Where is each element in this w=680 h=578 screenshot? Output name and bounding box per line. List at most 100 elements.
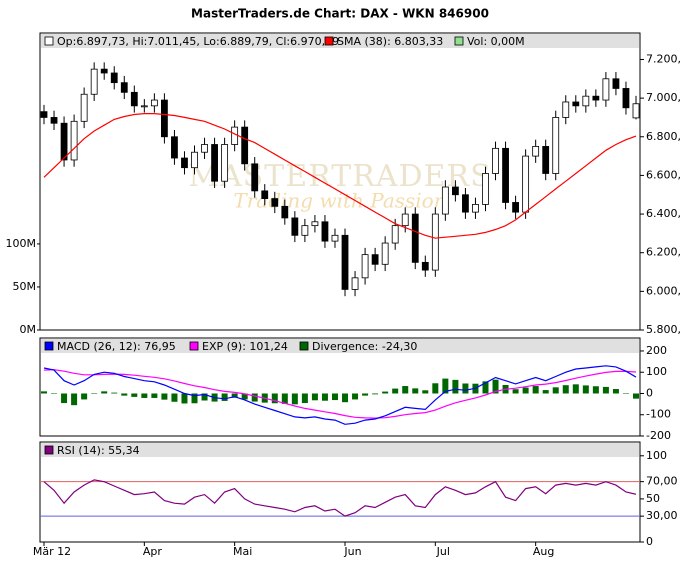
series-line bbox=[43, 479, 637, 517]
candle-body bbox=[562, 101, 570, 118]
candle-body bbox=[241, 126, 249, 165]
candle-body bbox=[311, 221, 319, 227]
divergence-bar bbox=[552, 387, 559, 394]
x-tick-label: Apr bbox=[143, 545, 163, 558]
candle-body bbox=[401, 213, 409, 227]
candle-body bbox=[281, 205, 289, 219]
divergence-bar bbox=[301, 393, 308, 404]
candle-body bbox=[592, 95, 600, 101]
legend-swatch bbox=[299, 341, 309, 351]
candle-body bbox=[361, 254, 369, 279]
divergence-bar bbox=[342, 393, 349, 403]
divergence-bar bbox=[522, 387, 529, 394]
candle-body bbox=[381, 242, 389, 265]
divergence-bar bbox=[612, 389, 619, 394]
candle-body bbox=[261, 190, 269, 200]
candle-body bbox=[211, 144, 218, 182]
divergence-bar bbox=[171, 393, 178, 402]
candle-body bbox=[90, 68, 98, 95]
divergence-bar bbox=[201, 393, 208, 401]
divergence-bar bbox=[542, 390, 549, 394]
divergence-bar bbox=[291, 393, 298, 405]
divergence-bar bbox=[271, 393, 278, 404]
legend-swatch bbox=[454, 36, 464, 46]
candle-body bbox=[532, 146, 540, 157]
divergence-bar bbox=[452, 379, 459, 394]
candle-body bbox=[201, 144, 208, 153]
y-tick-label: 6.200,0 bbox=[646, 246, 680, 259]
candle-body bbox=[301, 225, 309, 236]
divergence-bar bbox=[311, 393, 318, 401]
divergence-bar bbox=[352, 393, 359, 400]
y-tick-label: 0 bbox=[646, 535, 653, 548]
y-tick-label: 100 bbox=[646, 449, 667, 462]
candle-body bbox=[221, 144, 229, 182]
divergence-bar bbox=[482, 381, 489, 394]
divergence-bar bbox=[442, 378, 449, 394]
y-tick-label: 6.600,0 bbox=[646, 168, 680, 181]
divergence-bar bbox=[532, 386, 539, 394]
divergence-bar bbox=[492, 379, 499, 394]
candle-body bbox=[552, 117, 560, 174]
candle-body bbox=[50, 117, 58, 124]
candle-body bbox=[70, 120, 78, 161]
candle-body bbox=[451, 186, 459, 196]
y-tick-label: 70,00 bbox=[646, 475, 678, 488]
chart-title: MasterTraders.de Chart: DAX - WKN 846900 bbox=[191, 7, 489, 21]
panel bbox=[39, 337, 641, 437]
divergence-bar bbox=[422, 390, 429, 394]
x-tick-label: Jun bbox=[343, 545, 361, 558]
y-tick-label: 6.000,0 bbox=[646, 284, 680, 297]
y-tick-label: 200 bbox=[646, 344, 667, 357]
x-tick-label: Mär 12 bbox=[33, 545, 71, 558]
divergence-bar bbox=[622, 393, 629, 394]
divergence-bar bbox=[432, 383, 439, 394]
candle-body bbox=[462, 194, 469, 213]
divergence-bar bbox=[101, 391, 108, 394]
candle-body bbox=[171, 136, 178, 159]
y-tick-label: 50 bbox=[646, 492, 660, 505]
candle-body bbox=[291, 217, 299, 236]
divergence-bar bbox=[321, 393, 328, 401]
candle-body bbox=[321, 221, 329, 242]
divergence-bar bbox=[633, 393, 639, 399]
candle-body bbox=[130, 91, 138, 107]
y2-tick-label: 0M bbox=[20, 323, 37, 336]
divergence-bar bbox=[41, 391, 47, 394]
divergence-bar bbox=[331, 393, 338, 401]
divergence-bar bbox=[572, 384, 579, 394]
divergence-bar bbox=[251, 393, 258, 402]
y-tick-label: 100 bbox=[646, 365, 667, 378]
divergence-bar bbox=[462, 383, 469, 394]
divergence-bar bbox=[121, 393, 128, 396]
candle-body bbox=[341, 234, 349, 290]
legend-label: SMA (38): 6.803,33 bbox=[337, 35, 443, 48]
divergence-bar bbox=[51, 393, 58, 394]
divergence-bar bbox=[141, 393, 148, 398]
candle-body bbox=[522, 155, 530, 213]
candle-body bbox=[421, 261, 429, 271]
candle-body bbox=[441, 186, 449, 215]
divergence-bar bbox=[362, 393, 369, 396]
candle-body bbox=[140, 105, 148, 108]
x-tick-label: Jul bbox=[436, 545, 450, 558]
legend-label: Op:6.897,73, Hi:7.011,45, Lo:6.889,79, C… bbox=[57, 35, 339, 48]
divergence-bar bbox=[372, 393, 379, 395]
legend-swatch bbox=[44, 341, 54, 351]
divergence-bar bbox=[231, 393, 238, 398]
y-tick-label: 30,00 bbox=[646, 509, 678, 522]
candle-body bbox=[100, 68, 108, 74]
y-tick-label: 7.000,0 bbox=[646, 91, 680, 104]
series-line bbox=[43, 369, 637, 419]
y-tick-label: -200 bbox=[646, 429, 671, 442]
candle-body bbox=[622, 88, 630, 109]
divergence-bar bbox=[151, 393, 158, 398]
candle-body bbox=[80, 93, 88, 122]
panel bbox=[39, 32, 641, 331]
candle-body bbox=[542, 146, 550, 174]
legend-label: RSI (14): 55,34 bbox=[57, 444, 140, 457]
divergence-bar bbox=[111, 392, 118, 394]
y-tick-label: 6.400,0 bbox=[646, 207, 680, 220]
candle-body bbox=[40, 111, 48, 118]
